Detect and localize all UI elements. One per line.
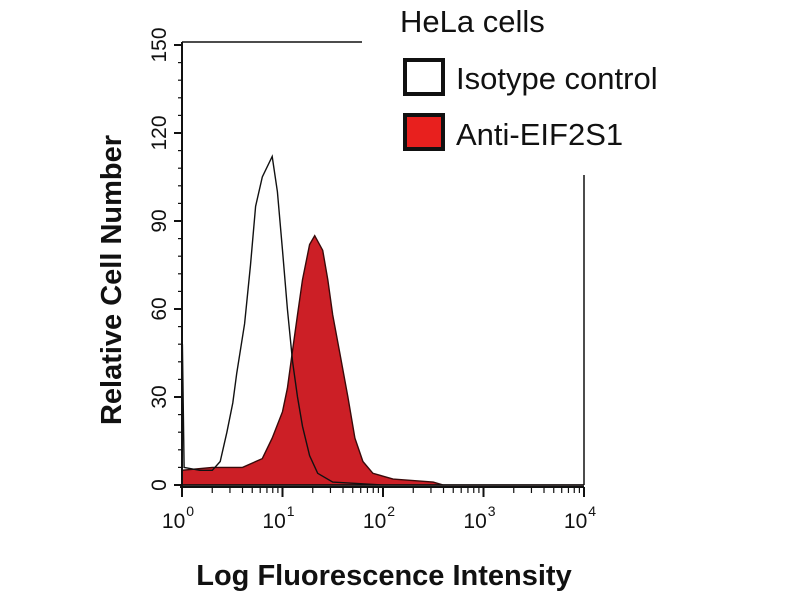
y-tick-label: 120: [148, 115, 171, 150]
y-axis-title: Relative Cell Number: [96, 135, 128, 425]
series-layer: [181, 154, 584, 486]
y-tick-label: 30: [148, 385, 171, 408]
x-axis-title: Log Fluorescence Intensity: [196, 560, 571, 592]
legend-label-isotype-control: Isotype control: [456, 61, 658, 96]
x-tick-label: 104: [564, 503, 596, 533]
x-tick-label: 102: [363, 503, 395, 533]
x-tick-label: 100: [162, 503, 194, 533]
series-isotype-control: [181, 154, 584, 486]
axes-layer: 0 30 60 90 120 150 100 101 102 103 104: [148, 27, 596, 533]
legend: HeLa cells Isotype control Anti-EIF2S1: [400, 4, 658, 152]
x-tick-label: 101: [262, 503, 294, 533]
legend-swatch-anti-eif2s1: [403, 113, 445, 151]
y-tick-label: 90: [148, 209, 171, 232]
legend-swatch-isotype-control: [403, 58, 445, 96]
series-anti-eif2s1: [181, 234, 584, 486]
x-tick-label: 103: [463, 503, 495, 533]
y-tick-label: 150: [148, 27, 171, 62]
y-tick-label: 60: [148, 297, 171, 320]
legend-label-anti-eif2s1: Anti-EIF2S1: [456, 117, 623, 152]
legend-title: HeLa cells: [400, 4, 545, 39]
y-tick-label: 0: [148, 479, 171, 491]
